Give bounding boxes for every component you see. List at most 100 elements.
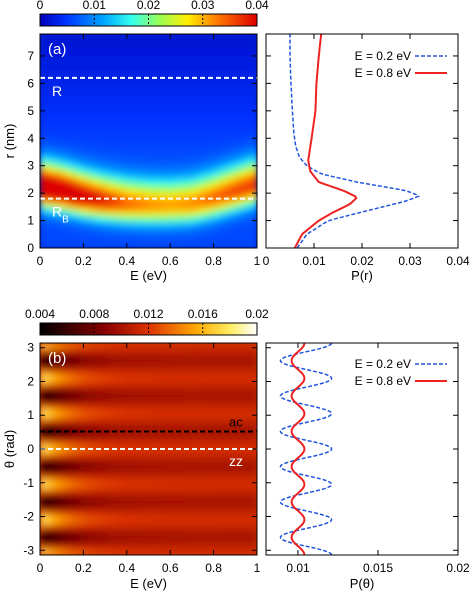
heatmap-cell (128, 38, 135, 44)
heatmap-cell (148, 456, 155, 461)
heatmap-cell (212, 65, 219, 71)
heatmap-cell (237, 406, 244, 411)
heatmap-cell (178, 438, 184, 443)
heatmap-cell (183, 487, 189, 493)
heatmap-cell (187, 207, 194, 214)
heatmap-cell (247, 212, 253, 218)
heatmap-cell (192, 190, 199, 196)
heatmap-cell (158, 149, 165, 156)
heatmap-cell (222, 498, 229, 503)
heatmap-cell (202, 203, 209, 209)
heatmap-cell (187, 392, 194, 397)
heatmap-cell (158, 132, 165, 138)
heatmap-cell (178, 216, 184, 223)
heatmap-cell (138, 163, 145, 169)
heatmap-cell (79, 234, 86, 240)
heatmap-cell (99, 87, 105, 93)
heatmap-cell (153, 463, 160, 468)
heatmap-cell (163, 38, 170, 44)
heatmap-cell (123, 477, 130, 482)
heatmap-cell (212, 399, 219, 404)
heatmap-cell (113, 357, 120, 362)
heatmap-cell (133, 406, 140, 411)
heatmap-cell (133, 466, 140, 471)
x-tick-label: 0.8 (205, 254, 222, 268)
heatmap-cell (104, 385, 110, 390)
heatmap-cell (187, 480, 194, 486)
heatmap-cell (138, 399, 145, 404)
heatmap-cell (197, 118, 204, 124)
heatmap-cell (227, 381, 234, 387)
heatmap-cell (187, 445, 194, 450)
heatmap-cell (59, 132, 66, 138)
heatmap-cell (247, 181, 253, 187)
heatmap-cell (217, 74, 224, 80)
heatmap-cell (232, 427, 239, 433)
heatmap-cell (128, 473, 135, 479)
heatmap-cell (212, 47, 219, 53)
heatmap-cell (89, 491, 96, 496)
heatmap-cell (79, 132, 86, 138)
heatmap-cell (128, 406, 135, 411)
heatmap-cell (212, 505, 219, 510)
heatmap-cell (237, 480, 244, 486)
heatmap-cell (222, 364, 229, 369)
heatmap-cell (89, 431, 96, 436)
heatmap-cell (104, 60, 110, 67)
heatmap-cell (178, 56, 184, 62)
heatmap-cell (232, 526, 239, 532)
heatmap-cell (173, 176, 179, 182)
heatmap-cell (69, 452, 76, 457)
heatmap-cell (227, 526, 234, 532)
heatmap-cell (242, 540, 248, 546)
heatmap-cell (173, 456, 179, 461)
heatmap-cell (187, 438, 194, 443)
heatmap-cell (153, 190, 160, 196)
heatmap-cell (133, 403, 140, 408)
heatmap-cell (217, 141, 224, 147)
heatmap-cell (99, 343, 105, 348)
heatmap-cell (192, 343, 199, 348)
heatmap-cell (237, 105, 244, 111)
heatmap-cell (173, 417, 179, 422)
heatmap-cell (49, 381, 56, 387)
heatmap-cell (242, 385, 248, 390)
heatmap-cell (74, 431, 81, 436)
heatmap-cell (54, 396, 61, 401)
heatmap-cell (104, 212, 110, 218)
heatmap-cell (207, 163, 214, 169)
heatmap-cell (133, 420, 140, 426)
heatmap-cell (217, 100, 224, 107)
heatmap-cell (113, 185, 120, 191)
heatmap-cell (113, 149, 120, 156)
heatmap-cell (99, 406, 105, 411)
heatmap-cell (237, 158, 244, 165)
heatmap-cell (212, 516, 219, 521)
heatmap-cell (192, 537, 199, 542)
heatmap-cell (89, 230, 96, 236)
heatmap-cell (173, 243, 179, 248)
heatmap-cell (202, 392, 209, 397)
heatmap-cell (69, 374, 76, 380)
heatmap-cell (44, 69, 51, 75)
heatmap-cell (99, 172, 105, 178)
heatmap-cell (128, 83, 135, 89)
heatmap-cell (113, 360, 120, 365)
heatmap-cell (207, 118, 214, 124)
heatmap-cell (192, 239, 199, 245)
heatmap-cell (252, 350, 257, 355)
heatmap-cell (247, 190, 253, 196)
heatmap-cell (59, 530, 66, 535)
heatmap-cell (99, 424, 105, 429)
heatmap-cell (109, 434, 115, 440)
heatmap-cell (227, 83, 234, 89)
heatmap-cell (143, 123, 150, 129)
heatmap-cell (178, 100, 184, 107)
heatmap-cell (187, 216, 194, 223)
heatmap-cell (79, 459, 86, 464)
heatmap-cell (118, 388, 125, 394)
heatmap-cell (44, 163, 51, 169)
heatmap-cell (104, 540, 110, 546)
heatmap-cell (212, 145, 219, 151)
heatmap-cell (252, 537, 257, 542)
